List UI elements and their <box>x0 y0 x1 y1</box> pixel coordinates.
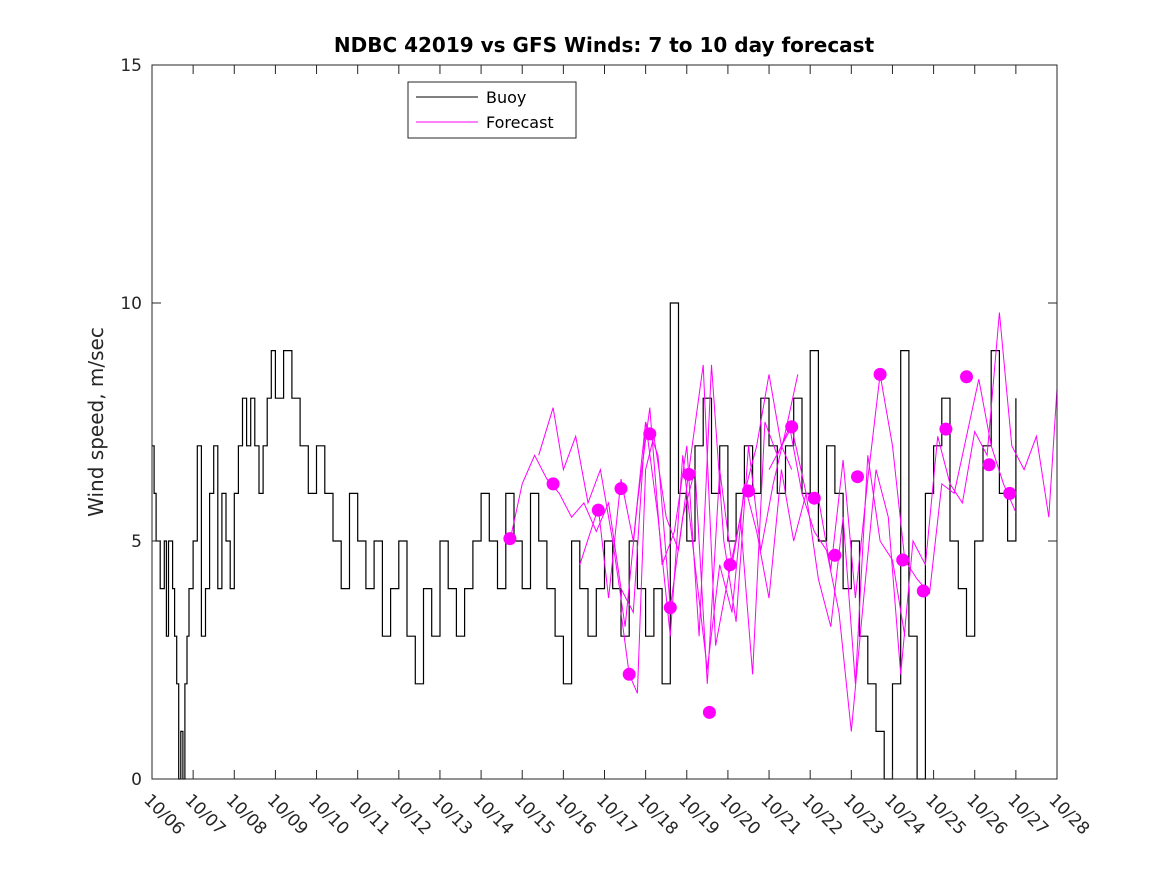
forecast-point <box>702 705 716 719</box>
y-tick-label: 15 <box>120 56 142 76</box>
forecast-point <box>1003 486 1017 500</box>
y-axis: 0 5 10 15 <box>120 56 1057 790</box>
forecast-point <box>723 558 737 572</box>
legend-forecast-label: Forecast <box>486 113 554 132</box>
legend: Buoy Forecast <box>407 81 577 139</box>
y-axis-label: Wind speed, m/sec <box>84 327 108 517</box>
forecast-point <box>851 470 864 484</box>
forecast-point <box>960 370 973 384</box>
series-layer <box>152 302 1058 780</box>
buoy-series-line <box>152 302 1017 780</box>
forecast-point <box>663 601 677 615</box>
forecast-point <box>682 467 696 481</box>
forecast-point <box>873 367 887 381</box>
forecast-point <box>591 503 605 517</box>
forecast-point <box>503 532 517 546</box>
forecast-point <box>643 427 657 441</box>
forecast-point <box>807 491 821 505</box>
axes-background <box>152 65 1057 779</box>
forecast-point <box>982 458 996 472</box>
y-tick-label: 0 <box>131 770 142 790</box>
y-tick-label: 10 <box>120 294 142 314</box>
legend-buoy-label: Buoy <box>486 88 526 107</box>
forecast-point <box>896 553 910 567</box>
forecast-point <box>828 548 842 562</box>
forecast-point <box>916 584 930 598</box>
forecast-point <box>622 667 636 681</box>
forecast-series-line-3 <box>579 421 906 684</box>
forecast-series-line-2 <box>538 364 799 637</box>
forecast-series-line-4 <box>620 312 1058 732</box>
forecast-point <box>785 420 799 434</box>
y-tick-label: 5 <box>131 532 142 552</box>
forecast-point <box>742 484 755 498</box>
chart-title: NDBC 42019 vs GFS Winds: 7 to 10 day for… <box>334 33 875 57</box>
forecast-series-line-5 <box>768 374 1017 599</box>
forecast-point <box>614 482 628 496</box>
forecast-point <box>546 477 560 491</box>
legend-box <box>407 81 577 139</box>
forecast-point <box>939 422 953 436</box>
plot-area <box>151 64 1058 780</box>
